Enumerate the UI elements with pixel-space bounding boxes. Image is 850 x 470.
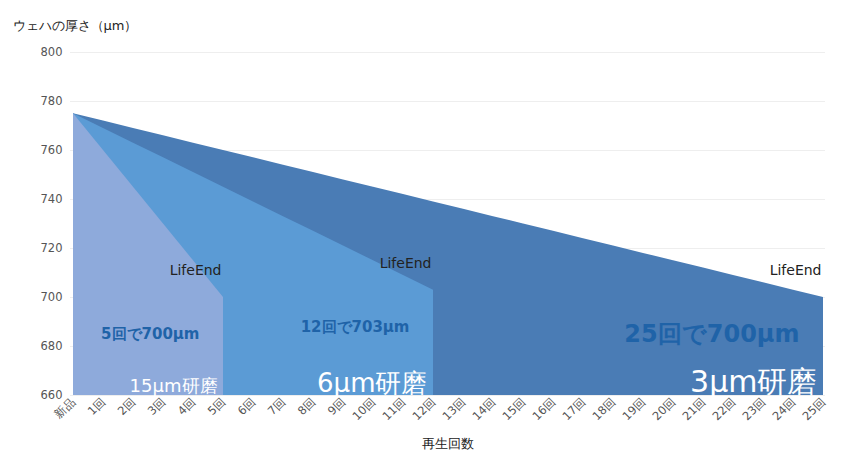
svg-text:LifeEnd: LifeEnd xyxy=(770,262,822,278)
svg-text:660: 660 xyxy=(41,388,63,402)
svg-text:15回: 15回 xyxy=(499,394,528,423)
svg-text:22回: 22回 xyxy=(709,394,738,423)
svg-text:LifeEnd: LifeEnd xyxy=(380,255,432,271)
svg-text:10回: 10回 xyxy=(349,394,378,423)
svg-text:再生回数: 再生回数 xyxy=(422,436,474,451)
svg-text:6回: 6回 xyxy=(235,394,259,418)
svg-text:2回: 2回 xyxy=(115,394,139,418)
svg-text:7回: 7回 xyxy=(265,394,289,418)
svg-text:800: 800 xyxy=(41,45,63,59)
svg-text:24回: 24回 xyxy=(769,394,798,423)
svg-text:700: 700 xyxy=(41,290,63,304)
svg-text:9回: 9回 xyxy=(325,394,349,418)
svg-text:25回: 25回 xyxy=(799,394,828,423)
svg-text:16回: 16回 xyxy=(529,394,558,423)
svg-text:ウェハの厚さ（μm）: ウェハの厚さ（μm） xyxy=(13,18,138,33)
svg-text:LifeEnd: LifeEnd xyxy=(170,262,222,278)
svg-text:8回: 8回 xyxy=(295,394,319,418)
svg-text:20回: 20回 xyxy=(649,394,678,423)
svg-text:3μm研磨: 3μm研磨 xyxy=(690,364,817,399)
svg-text:740: 740 xyxy=(41,192,63,206)
svg-text:19回: 19回 xyxy=(619,394,648,423)
svg-text:760: 760 xyxy=(41,143,63,157)
svg-text:12回: 12回 xyxy=(409,394,438,423)
svg-text:25回で700μm: 25回で700μm xyxy=(624,320,799,348)
svg-text:4回: 4回 xyxy=(175,394,199,418)
svg-text:18回: 18回 xyxy=(589,394,618,423)
svg-text:11回: 11回 xyxy=(379,394,408,423)
svg-text:6μm研磨: 6μm研磨 xyxy=(317,368,427,398)
svg-text:1回: 1回 xyxy=(85,394,109,418)
svg-text:17回: 17回 xyxy=(559,394,588,423)
svg-text:13回: 13回 xyxy=(439,394,468,423)
svg-text:3回: 3回 xyxy=(145,394,169,418)
svg-text:5回で700μm: 5回で700μm xyxy=(101,325,199,343)
svg-text:21回: 21回 xyxy=(679,394,708,423)
svg-text:新品: 新品 xyxy=(51,394,78,421)
svg-text:14回: 14回 xyxy=(469,394,498,423)
svg-text:23回: 23回 xyxy=(739,394,768,423)
svg-text:720: 720 xyxy=(41,241,63,255)
svg-text:5回: 5回 xyxy=(205,394,229,418)
svg-text:780: 780 xyxy=(41,94,63,108)
svg-text:15μm研磨: 15μm研磨 xyxy=(130,375,218,396)
svg-text:680: 680 xyxy=(41,339,63,353)
svg-text:12回で703μm: 12回で703μm xyxy=(301,318,410,336)
